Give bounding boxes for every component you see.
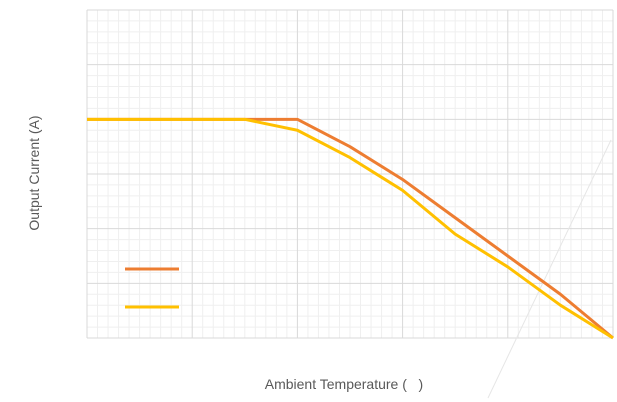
series-line-2 [87, 117, 614, 340]
stray-diagonal-line [487, 139, 612, 399]
x-axis-title: Ambient Temperature ( ) [265, 376, 423, 392]
series-line-1 [87, 117, 614, 340]
y-axis-title: Output Current (A) [26, 115, 42, 230]
stray-line-layer [487, 139, 612, 399]
series-layer [87, 117, 614, 340]
legend [125, 267, 179, 309]
